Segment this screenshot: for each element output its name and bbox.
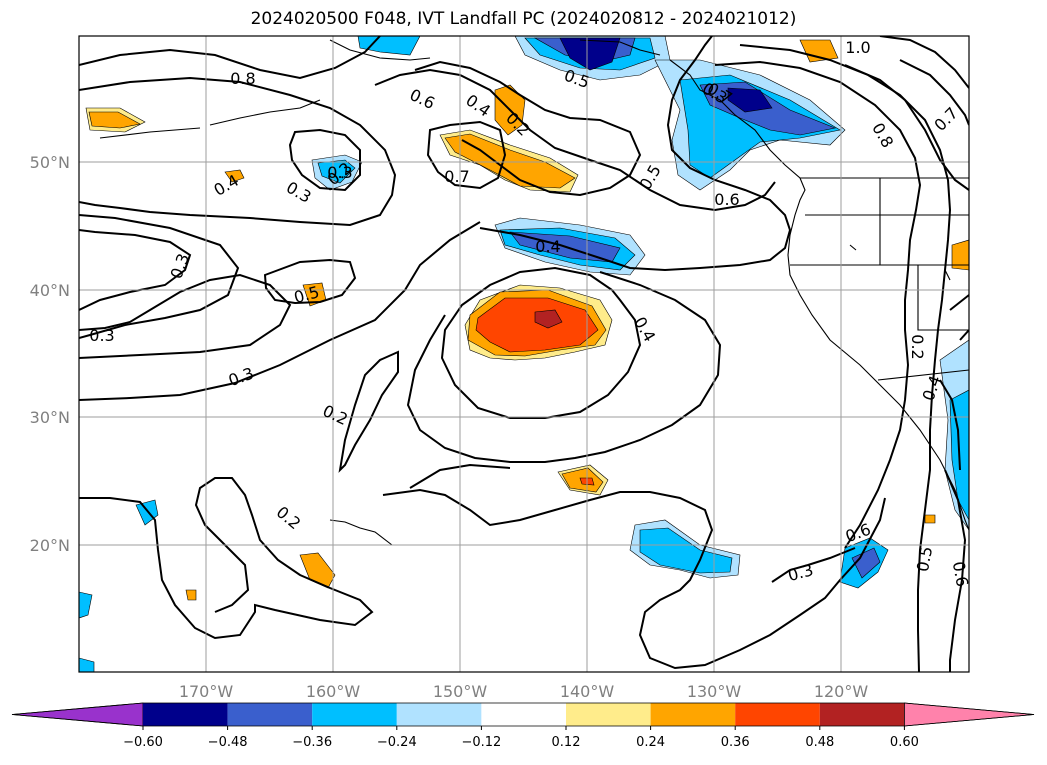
contour-label: 0.5 xyxy=(636,161,665,193)
colorbar-box xyxy=(735,703,820,726)
lat-label: 50°N xyxy=(30,153,70,172)
contour-label: 0.4 xyxy=(919,373,946,403)
lat-label: 40°N xyxy=(30,281,70,300)
contour-label: 0.3 xyxy=(327,163,352,182)
colorbar-box xyxy=(481,703,566,726)
contour-label: 0.3 xyxy=(283,178,315,207)
colorbar-label: 0.12 xyxy=(552,735,581,750)
colorbar-box xyxy=(312,703,397,726)
contour-lines xyxy=(79,36,969,672)
contour-label: 0.3 xyxy=(226,364,256,391)
colorbar-label: −0.24 xyxy=(377,735,417,750)
colorbar-label: 0.24 xyxy=(636,735,665,750)
lon-label: 160°W xyxy=(306,682,361,701)
colorbar-label: 0.48 xyxy=(805,735,834,750)
colorbar-box xyxy=(819,703,905,726)
region-neg-west2 xyxy=(135,499,159,526)
contour-label: 0.6 xyxy=(949,560,972,588)
region-neg-west3 xyxy=(79,591,93,619)
lat-label: 30°N xyxy=(30,408,70,427)
lon-label: 150°W xyxy=(433,682,488,701)
colorbar-extend-right xyxy=(904,702,1035,727)
lat-label: 20°N xyxy=(30,536,70,555)
colorbar-label: −0.48 xyxy=(208,735,248,750)
colorbar-box xyxy=(227,703,313,726)
coastlines xyxy=(99,39,969,546)
colorbar-label: 0.60 xyxy=(890,735,919,750)
colorbar-label: −0.12 xyxy=(461,735,501,750)
map-title: 2024020500 F048, IVT Landfall PC (202402… xyxy=(250,9,797,29)
contour-label: 0.7 xyxy=(930,103,961,134)
colorbar-label: −0.60 xyxy=(123,735,163,750)
contour-label: 0.3 xyxy=(786,560,816,585)
contour-label: 0.3 xyxy=(89,326,114,345)
colorbar-box xyxy=(396,703,482,726)
lon-label: 130°W xyxy=(687,682,742,701)
map-frame xyxy=(78,35,970,673)
colorbar-label: 0.36 xyxy=(721,735,750,750)
contour-label: 0.5 xyxy=(913,545,936,573)
contour-label: 0.4 xyxy=(462,90,494,120)
contour-label: 0.7 xyxy=(444,167,469,186)
contour-label: 0.6 xyxy=(714,190,739,209)
colorbar: −0.60 −0.48 −0.36 −0.24 −0.12 0.12 0.24 0.36 0.4… xyxy=(11,702,1035,750)
contour-label: 1.0 xyxy=(845,38,870,57)
contour-label: 0.4 xyxy=(535,237,560,256)
gridlines xyxy=(79,36,969,672)
contour-label: 0.2 xyxy=(908,334,927,359)
lon-label: 120°W xyxy=(814,682,869,701)
lon-label: 170°W xyxy=(179,682,234,701)
contour-label: 0.2 xyxy=(320,401,351,429)
colorbar-box xyxy=(143,703,228,726)
contour-label: 0.2 xyxy=(273,502,305,533)
region-neg-top xyxy=(357,36,421,56)
lat-axis-labels: 50°N 40°N 30°N 20°N xyxy=(30,153,70,555)
lon-axis-labels: 170°W 160°W 150°W 140°W 130°W 120°W xyxy=(179,682,869,701)
colorbar-extend-left xyxy=(11,702,144,727)
contour-label: 0.8 xyxy=(230,69,255,88)
contour-label: 0.6 xyxy=(407,85,438,113)
colorbar-box xyxy=(650,703,736,726)
colorbar-box xyxy=(566,703,651,726)
map-area: 1.0 0.8 0.7 0.6 0.5 0.4 0.3 0.2 0.7 0.6 0.5 0.4 0.3 0… xyxy=(79,36,972,672)
colorbar-label: −0.36 xyxy=(292,735,332,750)
lon-label: 140°W xyxy=(560,682,615,701)
